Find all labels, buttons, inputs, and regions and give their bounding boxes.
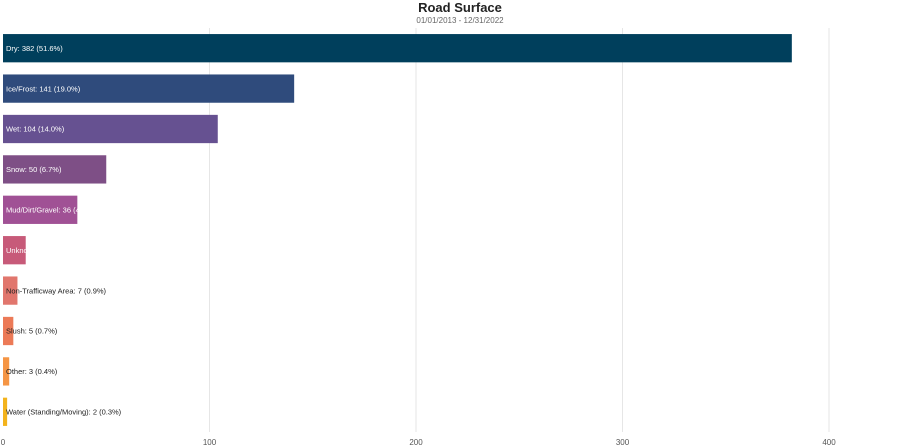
bar-snow[interactable] [3,155,107,184]
bar-unknown[interactable] [3,236,26,265]
bar-wet[interactable] [3,114,218,144]
bar-other[interactable] [3,357,10,386]
bar-label-non-trafficway-area: Non-Trafficway Area: 7 (0.9%) [6,286,107,295]
x-tick-label-100: 100 [203,438,217,447]
bar-label-water-standing-moving: Water (Standing/Moving): 2 (0.3%) [6,408,122,417]
bar-label-unknown: Unknown: 11 (1.5%) [6,246,74,255]
chart-subtitle: 01/01/2013 - 12/31/2022 [416,16,504,25]
x-tick-label-0: 0 [1,438,6,447]
x-tick-label-200: 200 [409,438,423,447]
bar-dry[interactable] [3,34,792,63]
bar-non-trafficway-area[interactable] [3,276,18,305]
bar-label-dry: Dry: 382 (51.6%) [6,44,63,53]
x-tick-label-400: 400 [822,438,836,447]
bar-ice-frost[interactable] [3,74,295,103]
bar-slush[interactable] [3,316,14,346]
bar-label-snow: Snow: 50 (6.7%) [6,165,62,174]
bar-label-slush: Slush: 5 (0.7%) [6,327,58,336]
bar-label-ice-frost: Ice/Frost: 141 (19.0%) [6,84,81,93]
bar-label-mud-dirt-gravel: Mud/Dirt/Gravel: 36 (4.9%) [6,206,96,215]
bar-label-wet: Wet: 104 (14.0%) [6,125,65,134]
bar-mud-dirt-gravel[interactable] [3,195,78,224]
chart-title: Road Surface [418,0,502,15]
bar-label-other: Other: 3 (0.4%) [6,367,58,376]
bar-water-standing-moving[interactable] [3,397,8,426]
x-tick-label-300: 300 [616,438,630,447]
